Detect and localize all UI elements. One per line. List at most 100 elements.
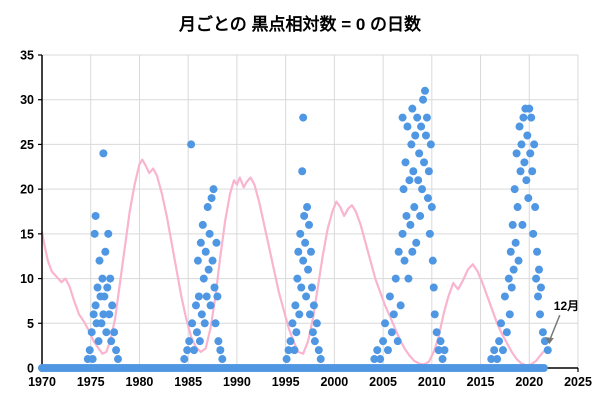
data-point <box>438 355 447 364</box>
data-point <box>531 203 540 212</box>
x-tick-label: 2015 <box>467 375 495 389</box>
data-point <box>312 319 321 328</box>
data-point <box>418 185 427 194</box>
data-point <box>495 337 504 346</box>
data-point <box>497 319 506 328</box>
data-point <box>429 283 438 292</box>
data-point <box>538 328 547 337</box>
data-point <box>97 319 106 328</box>
data-point <box>293 274 302 283</box>
data-point <box>206 301 215 310</box>
data-point <box>90 229 99 238</box>
data-point <box>408 247 417 256</box>
data-point <box>85 346 94 355</box>
data-point <box>535 265 544 274</box>
data-point <box>294 247 303 256</box>
data-point <box>198 220 207 229</box>
data-point <box>416 211 425 220</box>
x-tick-label: 2010 <box>418 375 446 389</box>
data-point <box>193 256 202 265</box>
zero-point <box>539 364 548 372</box>
data-point <box>202 292 211 301</box>
data-point <box>370 355 379 364</box>
data-point <box>194 292 203 301</box>
data-point <box>298 167 307 176</box>
x-tick-label: 2020 <box>515 375 543 389</box>
data-point <box>190 346 199 355</box>
x-tick-label: 1985 <box>174 375 202 389</box>
data-point <box>500 292 509 301</box>
data-point <box>288 319 297 328</box>
data-point <box>512 149 521 158</box>
data-point <box>536 283 545 292</box>
data-point <box>405 176 414 185</box>
data-point <box>108 301 117 310</box>
data-point <box>300 211 309 220</box>
data-point <box>103 283 112 292</box>
data-point <box>516 167 525 176</box>
data-point <box>507 283 516 292</box>
data-point <box>398 229 407 238</box>
x-tick-label: 1975 <box>77 375 105 389</box>
data-point <box>406 220 415 229</box>
data-point <box>487 355 496 364</box>
y-tick-label: 10 <box>20 272 34 286</box>
data-point <box>185 337 194 346</box>
data-point <box>201 247 210 256</box>
data-point <box>216 346 225 355</box>
data-point <box>505 310 514 319</box>
data-point <box>310 337 319 346</box>
data-point <box>393 337 402 346</box>
data-point <box>515 122 524 131</box>
data-point <box>509 265 518 274</box>
data-point <box>525 104 534 113</box>
data-point <box>207 194 216 203</box>
data-point <box>213 292 222 301</box>
data-point <box>523 131 532 140</box>
data-point <box>102 328 111 337</box>
data-point <box>426 140 435 149</box>
data-point <box>524 194 533 203</box>
data-point <box>100 292 109 301</box>
data-point <box>214 337 223 346</box>
x-tick-label: 1990 <box>223 375 251 389</box>
data-point <box>196 238 205 247</box>
data-point <box>409 167 418 176</box>
data-point <box>410 203 419 212</box>
data-point <box>413 113 422 122</box>
data-point <box>432 328 441 337</box>
data-point <box>212 238 221 247</box>
data-point <box>506 247 515 256</box>
data-point <box>391 274 400 283</box>
data-point <box>99 149 108 158</box>
data-point <box>425 229 434 238</box>
data-point <box>218 355 227 364</box>
data-point <box>517 140 526 149</box>
data-point <box>379 337 388 346</box>
data-point <box>95 256 104 265</box>
data-point <box>301 238 310 247</box>
data-point <box>415 149 424 158</box>
data-point <box>187 140 196 149</box>
data-point <box>290 346 299 355</box>
data-point <box>436 337 445 346</box>
data-point <box>407 140 416 149</box>
data-point <box>535 310 544 319</box>
data-point <box>99 310 108 319</box>
data-point <box>209 185 218 194</box>
data-point <box>316 355 325 364</box>
y-tick-label: 35 <box>20 49 34 63</box>
annotation-label: 12月 <box>554 299 579 313</box>
x-tick-label: 1980 <box>126 375 154 389</box>
data-point <box>314 346 323 355</box>
data-point <box>389 310 398 319</box>
data-point <box>530 140 539 149</box>
data-point <box>89 310 98 319</box>
data-point <box>373 346 382 355</box>
data-point <box>428 256 437 265</box>
data-point <box>387 328 396 337</box>
data-point <box>104 229 113 238</box>
data-point <box>411 131 420 140</box>
annotation-arrow <box>548 314 561 342</box>
